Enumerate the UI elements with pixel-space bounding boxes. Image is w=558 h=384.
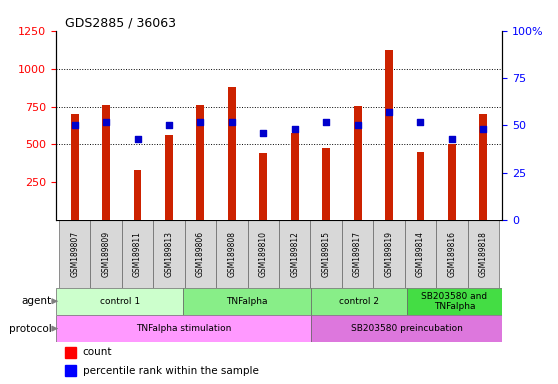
Point (133, 136, 142, 142)
Bar (102, 105, 110, 220)
Text: GSM189807: GSM189807 (70, 231, 79, 277)
Point (322, 119, 331, 125)
Bar (479, 114, 487, 220)
Text: GSM189808: GSM189808 (227, 231, 237, 277)
Text: GDS2885 / 36063: GDS2885 / 36063 (65, 17, 176, 30)
Bar (468, 220, 499, 288)
Bar (354, 106, 362, 220)
Point (290, 126, 299, 132)
Bar (405, 220, 436, 288)
Bar (291, 133, 299, 220)
Text: GSM189818: GSM189818 (479, 231, 488, 277)
Text: GSM189812: GSM189812 (290, 231, 299, 277)
Text: SB203580 preincubation: SB203580 preincubation (350, 324, 463, 333)
Text: GSM189817: GSM189817 (353, 231, 362, 277)
Text: TNFalpha stimulation: TNFalpha stimulation (136, 324, 231, 333)
Bar (279, 220, 310, 288)
Bar (185, 220, 216, 288)
Bar (56, 288, 184, 315)
Point (196, 119, 205, 125)
Text: TNFalpha: TNFalpha (227, 297, 268, 306)
Bar (311, 315, 502, 342)
Bar (310, 220, 342, 288)
Point (70, 122, 79, 129)
Bar (165, 134, 173, 220)
Text: SB203580 and
TNFalpha: SB203580 and TNFalpha (421, 291, 488, 311)
Text: GSM189811: GSM189811 (133, 231, 142, 277)
Bar (65, 365, 76, 376)
Text: percentile rank within the sample: percentile rank within the sample (83, 366, 258, 376)
Bar (65, 347, 76, 358)
Bar (322, 148, 330, 220)
Text: count: count (83, 348, 112, 358)
Bar (56, 315, 311, 342)
Point (353, 122, 362, 129)
Text: GSM189816: GSM189816 (448, 231, 456, 277)
Bar (71, 114, 79, 220)
Text: GSM189819: GSM189819 (384, 231, 393, 277)
Bar (122, 220, 153, 288)
Text: control 2: control 2 (339, 297, 379, 306)
Point (102, 119, 110, 125)
Text: control 1: control 1 (99, 297, 140, 306)
Bar (196, 105, 204, 220)
Bar (342, 220, 373, 288)
Bar (311, 288, 407, 315)
Bar (133, 170, 142, 220)
Text: GSM189809: GSM189809 (102, 231, 110, 277)
Text: GSM189813: GSM189813 (165, 231, 174, 277)
Text: agent: agent (21, 296, 51, 306)
Point (448, 136, 456, 142)
Bar (153, 220, 185, 288)
Bar (448, 144, 456, 220)
Bar (90, 220, 122, 288)
Bar (59, 220, 90, 288)
Bar (436, 220, 468, 288)
Bar (407, 288, 502, 315)
Point (259, 130, 268, 136)
Text: GSM189815: GSM189815 (321, 231, 331, 277)
Bar (416, 152, 425, 220)
Point (227, 119, 236, 125)
Bar (248, 220, 279, 288)
Text: GSM189814: GSM189814 (416, 231, 425, 277)
Bar (228, 87, 236, 220)
Point (165, 122, 174, 129)
Bar (373, 220, 405, 288)
Bar (216, 220, 248, 288)
Bar (259, 153, 267, 220)
Text: GSM189810: GSM189810 (259, 231, 268, 277)
Bar (385, 50, 393, 220)
Text: GSM189806: GSM189806 (196, 231, 205, 277)
Text: protocol: protocol (8, 324, 51, 334)
Point (384, 109, 393, 115)
Point (416, 119, 425, 125)
Bar (184, 288, 311, 315)
Point (479, 126, 488, 132)
